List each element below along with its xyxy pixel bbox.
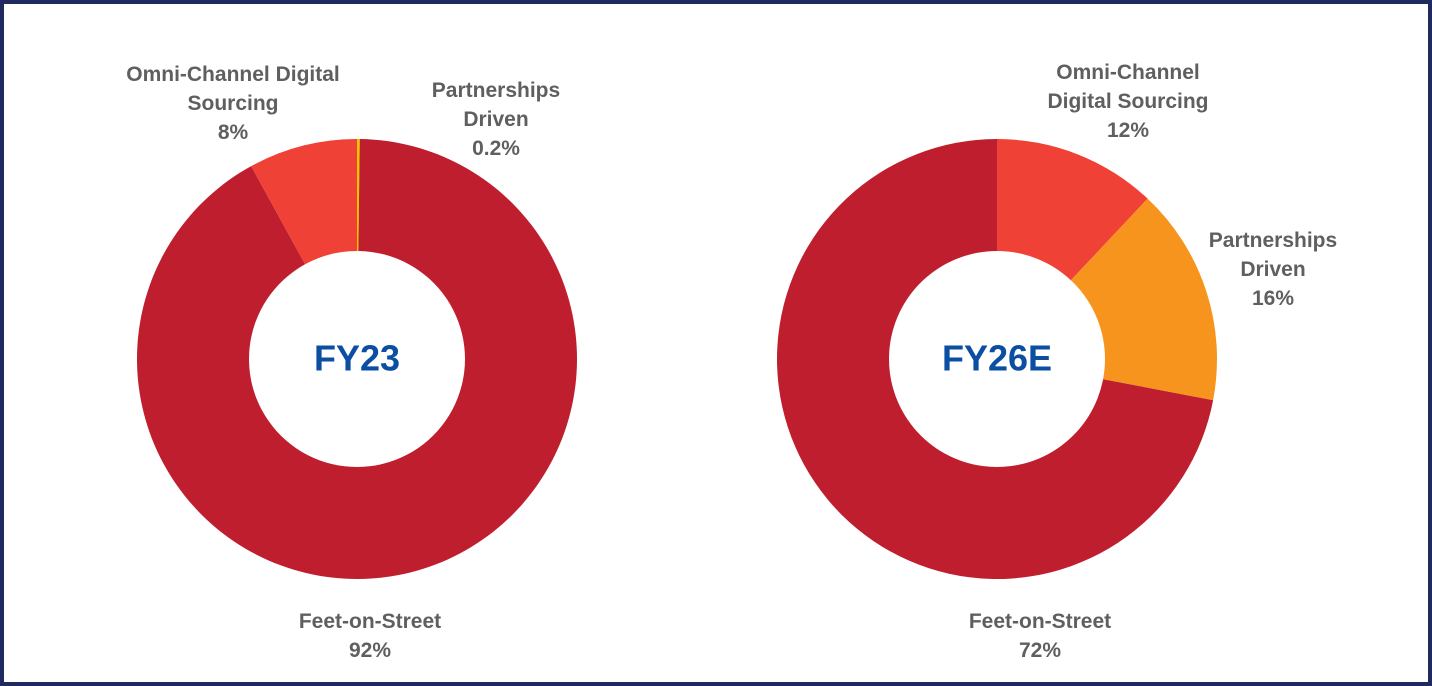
category-name: Feet-on-Street (968, 610, 1112, 633)
percent-label: 12% (1106, 119, 1150, 142)
percent-label: 92% (348, 639, 392, 662)
donut-slice (776, 138, 1214, 579)
category-name: Feet-on-Street (298, 610, 442, 633)
category-name: Omni-Channel Digital Sourcing (126, 63, 340, 115)
slice-label: Omni-Channel Digital Sourcing 8% (92, 60, 374, 147)
slice-label: Feet-on-Street 72% (890, 607, 1190, 665)
percent-label: 0.2% (472, 137, 520, 160)
category-name: Omni-Channel Digital Sourcing (1047, 61, 1209, 113)
category-name: Partnerships Driven (431, 79, 561, 131)
slice-label: Partnerships Driven 0.2% (421, 76, 571, 163)
category-name: Partnerships Driven (1208, 229, 1338, 281)
donut-slice (357, 139, 360, 252)
slice-label: Partnerships Driven 16% (1198, 226, 1348, 313)
donut-slice (136, 139, 577, 580)
percent-label: 16% (1251, 287, 1295, 310)
charts: FY23 FY26E (136, 138, 1217, 580)
percent-label: 72% (1018, 639, 1062, 662)
donut-slice (1070, 198, 1217, 401)
donut-slice (997, 139, 1148, 281)
percent-label: 8% (217, 121, 249, 144)
donut-slice (251, 139, 357, 265)
slice-label: Feet-on-Street 92% (220, 607, 520, 665)
slice-label: Omni-Channel Digital Sourcing 12% (1028, 58, 1228, 145)
center-label: FY23 (314, 338, 400, 379)
center-label: FY26E (942, 338, 1052, 379)
